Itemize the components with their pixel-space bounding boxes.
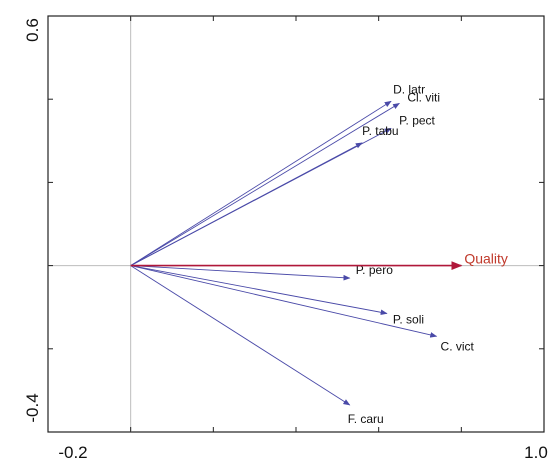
species-vector-label: P. tabu: [362, 124, 398, 138]
species-vector-arrow: [130, 265, 351, 281]
y-tick-label-min: -0.4: [23, 393, 42, 422]
environmental-vector-label: Quality: [464, 251, 508, 267]
y-tick-label-max: 0.6: [23, 18, 42, 42]
environmental-vectors: Quality: [130, 251, 508, 271]
species-vector-arrow: [130, 265, 351, 406]
species-vector-arrow: [130, 142, 363, 266]
species-vector-label: D. latr: [393, 82, 425, 96]
species-vector-arrow: [130, 102, 400, 266]
x-tick-label-min: -0.2: [58, 443, 87, 461]
species-vector-arrow: [130, 265, 388, 316]
species-vector-label: C. vict: [441, 339, 475, 353]
species-vector-label: Cl. viti: [407, 90, 440, 104]
species-vector-label: F. caru: [348, 412, 384, 426]
species-vector-label: P. pero: [356, 263, 393, 277]
species-vector-label: P. pect: [399, 113, 435, 127]
x-tick-label-max: 1.0: [524, 443, 548, 461]
species-vector-label: P. soli: [393, 312, 424, 326]
frame-ticks: [48, 16, 544, 432]
species-vector-arrow: [130, 265, 438, 338]
plot-frame: [47, 15, 545, 433]
species-vector-arrow: [130, 100, 392, 266]
